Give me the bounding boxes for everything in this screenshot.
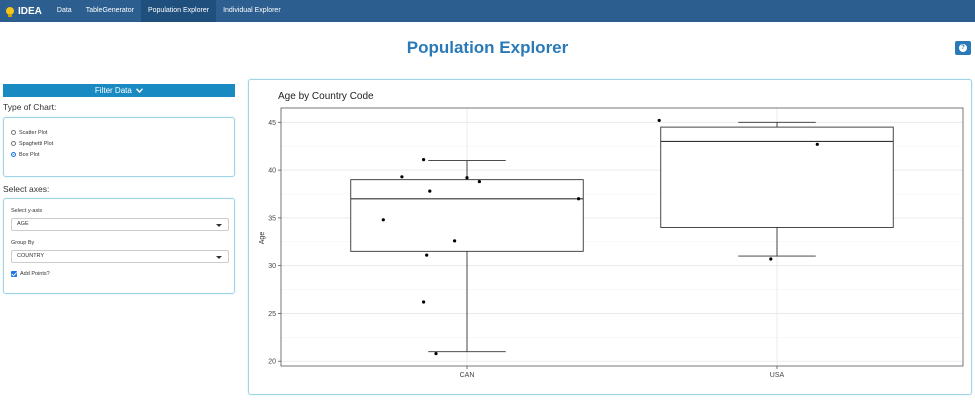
y-axis-label: Age [259,232,266,245]
y-tick-label: 25 [268,311,276,318]
groupby-value: COUNTRY [17,253,45,259]
groupby-label: Group By [11,240,35,246]
data-point [577,197,581,201]
navbar: IDEA Data TableGenerator Population Expl… [0,0,975,22]
axes-panel: Select y-axis AGE Group By COUNTRY Add P… [3,198,235,294]
points [381,118,819,356]
data-point [815,142,819,146]
groupby-select[interactable]: COUNTRY [11,250,229,263]
brand-label: IDEA [18,5,42,17]
data-point [477,179,481,184]
box-plot-chart: Age by Country Code Age 20 25 30 35 40 45 CAN… [259,91,964,379]
nav-item-data[interactable]: Data [56,7,72,14]
brand[interactable]: IDEA [0,6,42,17]
radio-circle[interactable] [11,141,16,146]
data-point [657,118,661,123]
caret-down-icon [216,256,222,259]
y-ticks: 20 25 30 35 40 45 [268,120,281,366]
radio-label: Scatter Plot [19,129,48,136]
radio-circle[interactable] [11,130,16,135]
data-point [465,176,469,180]
add-points-label: Add Points? [20,271,50,277]
data-point [425,253,429,257]
question-circle-icon: ? [959,44,967,52]
add-points-checkbox[interactable] [11,271,17,277]
data-point [381,218,385,222]
chart-type-panel: Scatter Plot Spaghetti Plot Box Plot [3,117,235,177]
caret-down-icon [216,224,222,227]
chart-type-title: Type of Chart: [3,102,57,112]
add-points-checkbox-row[interactable]: Add Points? [11,271,50,277]
data-point [769,257,773,261]
box-iqr [660,126,894,228]
chevron-down-icon [136,88,144,94]
plot-border [280,107,964,367]
lightbulb-icon [6,7,14,17]
chart-panel: Age by Country Code Age 20 25 30 35 40 45 CAN… [248,79,972,395]
chart-title: Age by Country Code [278,91,374,102]
radio-circle-selected[interactable] [11,152,16,157]
page-title: Population Explorer [406,38,569,57]
filter-data-button[interactable]: Filter Data [3,84,235,97]
radio-scatter-plot[interactable]: Scatter Plot [4,127,234,138]
y-tick-label: 30 [268,263,276,270]
radio-label: Spaghetti Plot [19,140,54,147]
data-point [400,175,404,179]
boxes [350,121,894,353]
x-tick-label: USA [770,372,785,379]
radio-spaghetti-plot[interactable]: Spaghetti Plot [4,138,234,149]
y-tick-label: 35 [268,215,276,222]
x-tick-label: CAN [460,372,475,379]
yaxis-value: AGE [17,221,29,227]
x-ticks: CAN USA [460,366,785,379]
y-tick-label: 20 [268,359,276,366]
nav-item-tablegenerator[interactable]: TableGenerator [85,7,134,14]
y-tick-label: 45 [268,120,276,127]
yaxis-select[interactable]: AGE [11,218,229,231]
data-point [422,300,426,304]
help-button[interactable]: ? [955,41,971,55]
data-point [434,351,438,356]
nav-item-population-explorer[interactable]: Population Explorer [140,0,217,22]
data-point [453,239,457,243]
box-iqr [350,179,584,252]
data-point [422,158,426,162]
radio-box-plot[interactable]: Box Plot [4,149,234,160]
radio-label: Box Plot [19,151,40,158]
yaxis-label: Select y-axis [11,208,43,214]
data-point [428,189,432,193]
nav-item-individual-explorer[interactable]: Individual Explorer [223,7,281,14]
select-axes-title: Select axes: [3,184,50,194]
filter-data-label: Filter Data [94,86,132,95]
y-tick-label: 40 [268,168,276,175]
